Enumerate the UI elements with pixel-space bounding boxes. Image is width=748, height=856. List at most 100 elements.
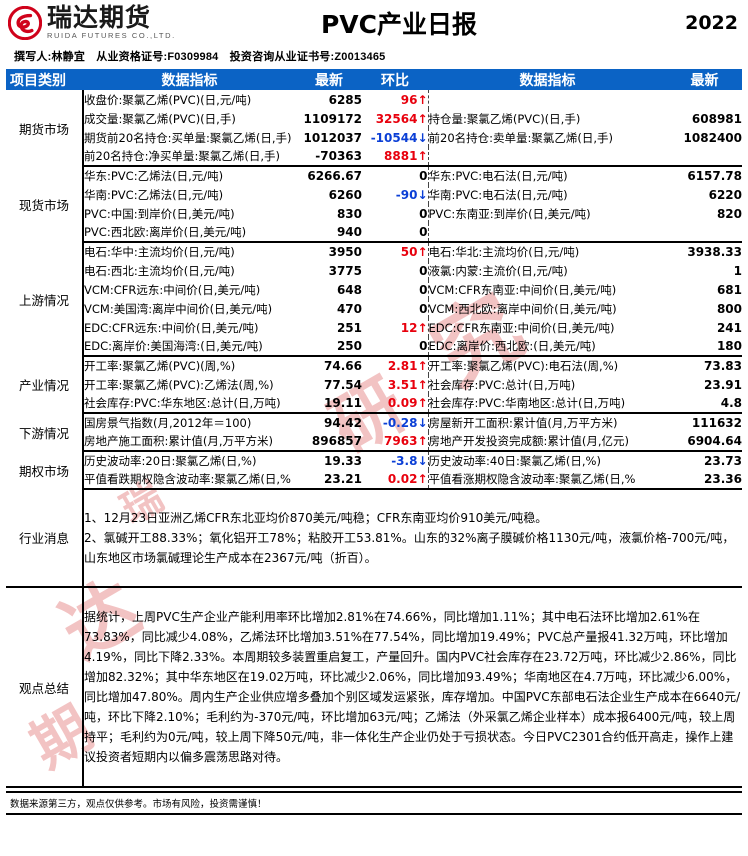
table-row: 上游情况 电石:华中:主流均价(日,元/吨) 3950 50↑ 电石:华北:主流均价(日…	[6, 242, 742, 356]
indicator-value-right: 73.83	[704, 359, 742, 373]
indicator-value-left: 6266.67	[307, 169, 362, 183]
data-table: 项目类别 数据指标 最新 环比 数据指标 最新 期货市场 收盘价:聚氯乙烯(PVC…	[6, 69, 742, 788]
indicator-change: -3.8↓	[362, 451, 429, 470]
change-value: 0	[419, 282, 428, 297]
indicator-value-left: 896857	[296, 432, 362, 452]
indicator-change: 50↑	[362, 242, 429, 261]
table-row: 下游情况 国房景气指数(月,2012年＝100) 94.42 -0.28↓ 房屋新开工面…	[6, 413, 742, 451]
indicator-name-right	[428, 223, 667, 243]
indicator-value-left: 1109172	[303, 111, 362, 126]
table-row: 期货前20名持仓:买单量:聚氯乙烯(日,手) 1012037 -10544↓ 前20名…	[6, 128, 742, 147]
company-logo: 瑞达期货 RUIDA FUTURES CO.,LTD.	[8, 5, 208, 41]
table-row: PVC:中国:到岸价(日,美元/吨) 830 0 PVC:东南亚:到岸价(日,美元/吨…	[6, 204, 742, 223]
indicator-name-right: 华东:PVC:电石法(日,元/吨)	[428, 169, 568, 183]
indicator-value-left: 6285	[328, 92, 362, 107]
indicator-value-right: 180	[667, 337, 742, 357]
report-page: 瑞达期货 RUIDA FUTURES CO.,LTD. PVC产业日报 2022…	[6, 5, 742, 815]
indicator-name-left: 电石:华中:主流均价(日,元/吨)	[84, 245, 235, 259]
summary-text: 据统计，上周PVC生产企业产能利用率环比增加2.81%在74.66%，同比增加1…	[83, 587, 742, 788]
change-value: 0	[419, 206, 428, 221]
arrow-up-icon: ↑	[417, 92, 428, 107]
change-value: -90	[395, 187, 418, 202]
change-value: 50	[400, 245, 418, 259]
indicator-name-left: 期货前20名持仓:买单量:聚氯乙烯(日,手)	[84, 130, 292, 145]
indicator-value-right: 6904.64	[667, 432, 742, 452]
indicator-name-right	[428, 147, 667, 167]
indicator-value-left: 23.21	[296, 470, 362, 490]
table-row: 前20名持仓:净买单量:聚氯乙烯(日,手) -70363 8881↑	[6, 147, 742, 167]
indicator-change: -0.28↓	[362, 413, 429, 432]
arrow-down-icon: ↓	[417, 416, 428, 430]
arrow-up-icon: ↑	[417, 434, 428, 448]
table-row: 行业消息 1、12月23日亚洲乙烯CFR东北亚均价870美元/吨稳；CFR东南亚均…	[6, 489, 742, 588]
change-value: 96	[400, 92, 418, 107]
indicator-name-left: 电石:西北:主流均价(日,元/吨)	[84, 263, 235, 278]
indicator-name-left: 平值看跌期权隐含波动率:聚氯乙烯(日,%	[83, 470, 296, 490]
indicator-value-right: 681	[716, 282, 742, 297]
indicator-name-right: 液氯:内蒙:主流价(日,元/吨)	[428, 263, 568, 278]
indicator-name-left: 国房景气指数(月,2012年＝100)	[84, 416, 252, 430]
indicator-name-left: 华东:PVC:乙烯法(日,元/吨)	[84, 169, 224, 183]
indicator-change: 0	[362, 280, 429, 299]
change-value: 0	[419, 263, 428, 278]
indicator-change: 0	[362, 204, 429, 223]
col-header-change: 环比	[362, 69, 428, 90]
indicator-name-right: 持仓量:聚氯乙烯(PVC)(日,手)	[428, 111, 581, 126]
indicator-value-left: 251	[336, 320, 362, 335]
arrow-up-icon: ↑	[417, 320, 428, 335]
col-header-indicator-right: 数据指标	[428, 69, 667, 90]
indicator-name-right: 房地产开发投资完成额:累计值(月,亿元)	[428, 432, 667, 452]
indicator-value-right	[667, 90, 742, 109]
change-value: 0	[419, 339, 428, 353]
col-header-indicator-left: 数据指标	[83, 69, 296, 90]
indicator-change: 32564↑	[362, 109, 429, 128]
arrow-up-icon: ↑	[417, 396, 428, 410]
indicator-name-right: 社会库存:PVC:华南地区:总计(日,万吨)	[428, 394, 667, 414]
indicator-change: 8881↑	[362, 147, 429, 167]
change-value: 12	[400, 320, 418, 335]
indicator-change: 0.02↑	[362, 470, 429, 490]
indicator-name-left: 华南:PVC:乙烯法(日,元/吨)	[84, 187, 224, 202]
table-row: 现货市场 华东:PVC:乙烯法(日,元/吨) 6266.67 0 华东:PVC:电石法(…	[6, 166, 742, 242]
indicator-value-right: 1082400	[683, 130, 742, 145]
indicator-name-left: 房地产施工面积:累计值(月,万平方米)	[83, 432, 296, 452]
section-label-news: 行业消息	[6, 489, 84, 588]
indicator-value-right: 241	[716, 320, 742, 335]
indicator-value-right	[667, 147, 742, 167]
footer-disclaimer: 数据来源第三方，观点仅供参考。市场有风险，投资需谨慎！	[6, 791, 742, 815]
indicator-name-right: VCM:西北欧:离岸中间价(日,美元/吨)	[428, 301, 617, 316]
indicator-value-left: -70363	[296, 147, 362, 167]
indicator-name-left: VCM:CFR远东:中间价(日,美元/吨)	[84, 282, 261, 297]
indicator-name-left: PVC:西北欧:离岸价(日,美元/吨)	[83, 223, 296, 243]
indicator-name-left: 开工率:聚氯乙烯(PVC)(周,%)	[84, 359, 236, 373]
section-label-2: 上游情况	[6, 242, 84, 356]
indicator-name-right: 开工率:聚氯乙烯(PVC):电石法(周,%)	[428, 359, 619, 373]
indicator-name-left: EDC:离岸价:美国海湾:(日,美元/吨)	[83, 337, 296, 357]
indicator-value-left: 940	[296, 223, 362, 243]
change-value: 0	[419, 169, 428, 183]
text-line: 据统计，上周PVC生产企业产能利用率环比增加2.81%在74.66%，同比增加1…	[84, 610, 741, 764]
indicator-change: 0	[362, 261, 429, 280]
indicator-name-left: 成交量:聚氯乙烯(PVC)(日,手)	[84, 111, 236, 126]
text-line: 2、氯碱开工88.33%；氧化铝开工78%；粘胶开工53.81%。山东的32%离…	[84, 531, 735, 565]
indicator-name-right: 社会库存:PVC:总计(日,万吨)	[428, 377, 576, 392]
change-value: 0	[419, 225, 428, 239]
table-row: VCM:美国湾:离岸中间价(日,美元/吨) 470 0 VCM:西北欧:离岸中间价(日…	[6, 299, 742, 318]
indicator-name-right: 平值看涨期权隐含波动率:聚氯乙烯(日,%	[428, 470, 667, 490]
indicator-value-left: 19.33	[324, 454, 362, 468]
indicator-name-left: VCM:美国湾:离岸中间价(日,美元/吨)	[84, 301, 273, 316]
indicator-name-left: 前20名持仓:净买单量:聚氯乙烯(日,手)	[83, 147, 296, 167]
table-row: 成交量:聚氯乙烯(PVC)(日,手) 1109172 32564↑ 持仓量:聚氯乙烯(…	[6, 109, 742, 128]
change-value: 8881	[384, 149, 418, 163]
table-row: 观点总结 据统计，上周PVC生产企业产能利用率环比增加2.81%在74.66%，同…	[6, 587, 742, 788]
table-row: 华南:PVC:乙烯法(日,元/吨) 6260 -90↓ 华南:PVC:电石法(日,元/…	[6, 185, 742, 204]
indicator-value-left: 250	[296, 337, 362, 357]
indicator-value-right: 6220	[708, 187, 742, 202]
page-title: PVC产业日报	[320, 10, 478, 39]
section-label-3: 产业情况	[6, 356, 84, 413]
indicator-name-left: 开工率:聚氯乙烯(PVC):乙烯法(周,%)	[84, 377, 274, 392]
indicator-name-right	[428, 90, 667, 109]
section-label-0: 期货市场	[6, 90, 84, 166]
indicator-value-right: 23.36	[667, 470, 742, 490]
table-row: 期权市场 历史波动率:20日:聚氯乙烯(日,%) 19.33 -3.8↓ 历史波动率:4…	[6, 451, 742, 489]
